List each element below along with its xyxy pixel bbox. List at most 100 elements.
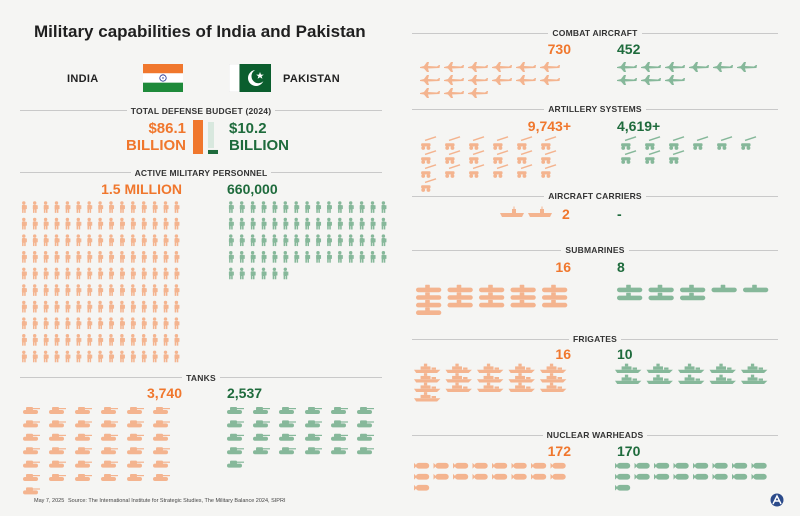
pakistan-personnel-mark	[316, 201, 322, 213]
india-personnel-mark	[130, 333, 136, 346]
pakistan-budget-bar	[208, 149, 218, 154]
india-artillery-mark	[517, 150, 533, 164]
india-tank-mark	[23, 407, 40, 414]
india-budget-bar	[193, 120, 203, 154]
pakistan-tank-mark	[227, 407, 244, 414]
india-personnel-mark	[120, 333, 125, 346]
india-artillery-mark	[445, 164, 461, 178]
india-personnel-mark	[65, 350, 71, 363]
india-warhead-mark	[550, 462, 566, 469]
india-warhead-mark	[414, 462, 430, 469]
india-submarines-value: 16	[555, 259, 571, 275]
india-personnel-mark	[76, 333, 82, 346]
india-personnel-mark	[163, 217, 169, 230]
india-personnel-mark	[76, 317, 82, 330]
india-warhead-mark	[433, 473, 449, 480]
india-frigate-mark	[477, 373, 504, 383]
india-personnel-mark	[43, 201, 49, 213]
pakistan-tank-mark	[331, 447, 348, 455]
india-personnel-mark	[43, 234, 49, 247]
pakistan-tank-mark	[279, 447, 296, 455]
india-personnel-mark	[76, 267, 82, 280]
pakistan-personnel-mark	[228, 217, 234, 230]
india-warhead-mark	[511, 462, 527, 469]
pakistan-personnel-mark	[261, 217, 267, 230]
pakistan-personnel-mark	[337, 250, 343, 263]
pakistan-aircraft-mark	[665, 75, 685, 85]
pakistan-personnel-mark	[359, 217, 365, 230]
india-personnel-mark	[87, 267, 93, 280]
india-warhead-mark	[531, 473, 547, 480]
pakistan-personnel-mark	[327, 250, 332, 263]
india-frigate-mark	[540, 373, 567, 383]
india-personnel-mark	[109, 217, 115, 230]
pakistan-personnel-mark	[250, 267, 256, 280]
india-personnel-mark	[65, 300, 71, 313]
pakistan-personnel-mark	[294, 234, 300, 247]
pakistan-personnel-mark	[239, 250, 245, 263]
pakistan-frigate-mark	[678, 363, 705, 373]
pakistan-warhead-mark	[732, 473, 748, 480]
section-title-combat-aircraft: COMBAT AIRCRAFT	[412, 28, 778, 38]
pakistan-personnel-mark	[305, 234, 311, 247]
pakistan-personnel-mark	[239, 234, 245, 247]
india-aircraft-mark	[420, 62, 440, 72]
india-personnel-mark	[98, 201, 104, 213]
pakistan-budget-unit: BILLION	[229, 137, 289, 154]
india-nuclear-value: 172	[547, 443, 571, 459]
india-aircraft-value: 730	[547, 41, 571, 57]
india-personnel-mark	[130, 250, 136, 263]
pakistan-artillery-mark	[621, 150, 637, 164]
india-personnel-mark	[32, 284, 38, 296]
india-tank-mark	[153, 447, 170, 455]
india-personnel-mark	[141, 284, 147, 296]
pakistan-warhead-mark	[693, 473, 709, 480]
pakistan-personnel-mark	[359, 250, 365, 263]
india-carrier-mark	[500, 206, 524, 217]
india-personnel-mark	[141, 250, 147, 263]
india-tank-mark	[49, 407, 66, 414]
pakistan-tank-mark	[253, 407, 270, 414]
india-personnel-mark	[21, 317, 27, 330]
india-personnel-mark	[130, 234, 136, 247]
india-aircraft-mark	[468, 75, 488, 85]
pakistan-tank-mark	[279, 420, 296, 428]
pakistan-tank-mark	[357, 433, 374, 441]
india-personnel-mark	[98, 267, 104, 280]
india-personnel-mark	[109, 234, 115, 247]
india-artillery-mark	[517, 136, 533, 150]
pakistan-frigate-mark	[741, 363, 768, 373]
india-submarine-mark	[510, 292, 536, 300]
pakistan-tank-mark	[357, 407, 374, 414]
pakistan-personnel-mark	[348, 234, 354, 247]
pakistan-submarines-value: 8	[617, 259, 625, 275]
india-tank-mark	[101, 420, 118, 428]
india-personnel-mark	[54, 250, 60, 263]
india-personnel-mark	[65, 267, 71, 280]
india-artillery-mark	[469, 136, 485, 150]
pakistan-aircraft-mark	[689, 62, 709, 72]
india-personnel-mark	[109, 267, 115, 280]
india-personnel-mark	[163, 317, 169, 330]
pakistan-aircraft-mark	[665, 62, 685, 72]
india-flag-icon	[143, 64, 183, 92]
india-aircraft-mark	[444, 62, 464, 72]
india-tank-mark	[127, 433, 144, 441]
pakistan-warhead-mark	[693, 462, 709, 469]
india-frigate-mark	[540, 363, 567, 373]
budget-bars	[193, 120, 218, 154]
pakistan-personnel-mark	[348, 201, 354, 213]
india-artillery-mark	[421, 164, 437, 178]
pakistan-aircraft-mark	[617, 62, 637, 72]
pakistan-tank-mark	[253, 433, 270, 441]
india-tank-mark	[127, 460, 144, 468]
india-personnel-mark	[130, 201, 136, 213]
india-personnel-mark	[120, 234, 125, 247]
india-personnel-mark	[130, 284, 136, 296]
pakistan-submarine-mark	[617, 292, 643, 301]
pakistan-personnel-mark	[250, 217, 256, 230]
india-frigate-mark	[508, 373, 535, 383]
india-personnel-mark	[43, 250, 49, 263]
india-personnel-mark	[32, 300, 38, 313]
pakistan-tank-mark	[227, 420, 244, 428]
